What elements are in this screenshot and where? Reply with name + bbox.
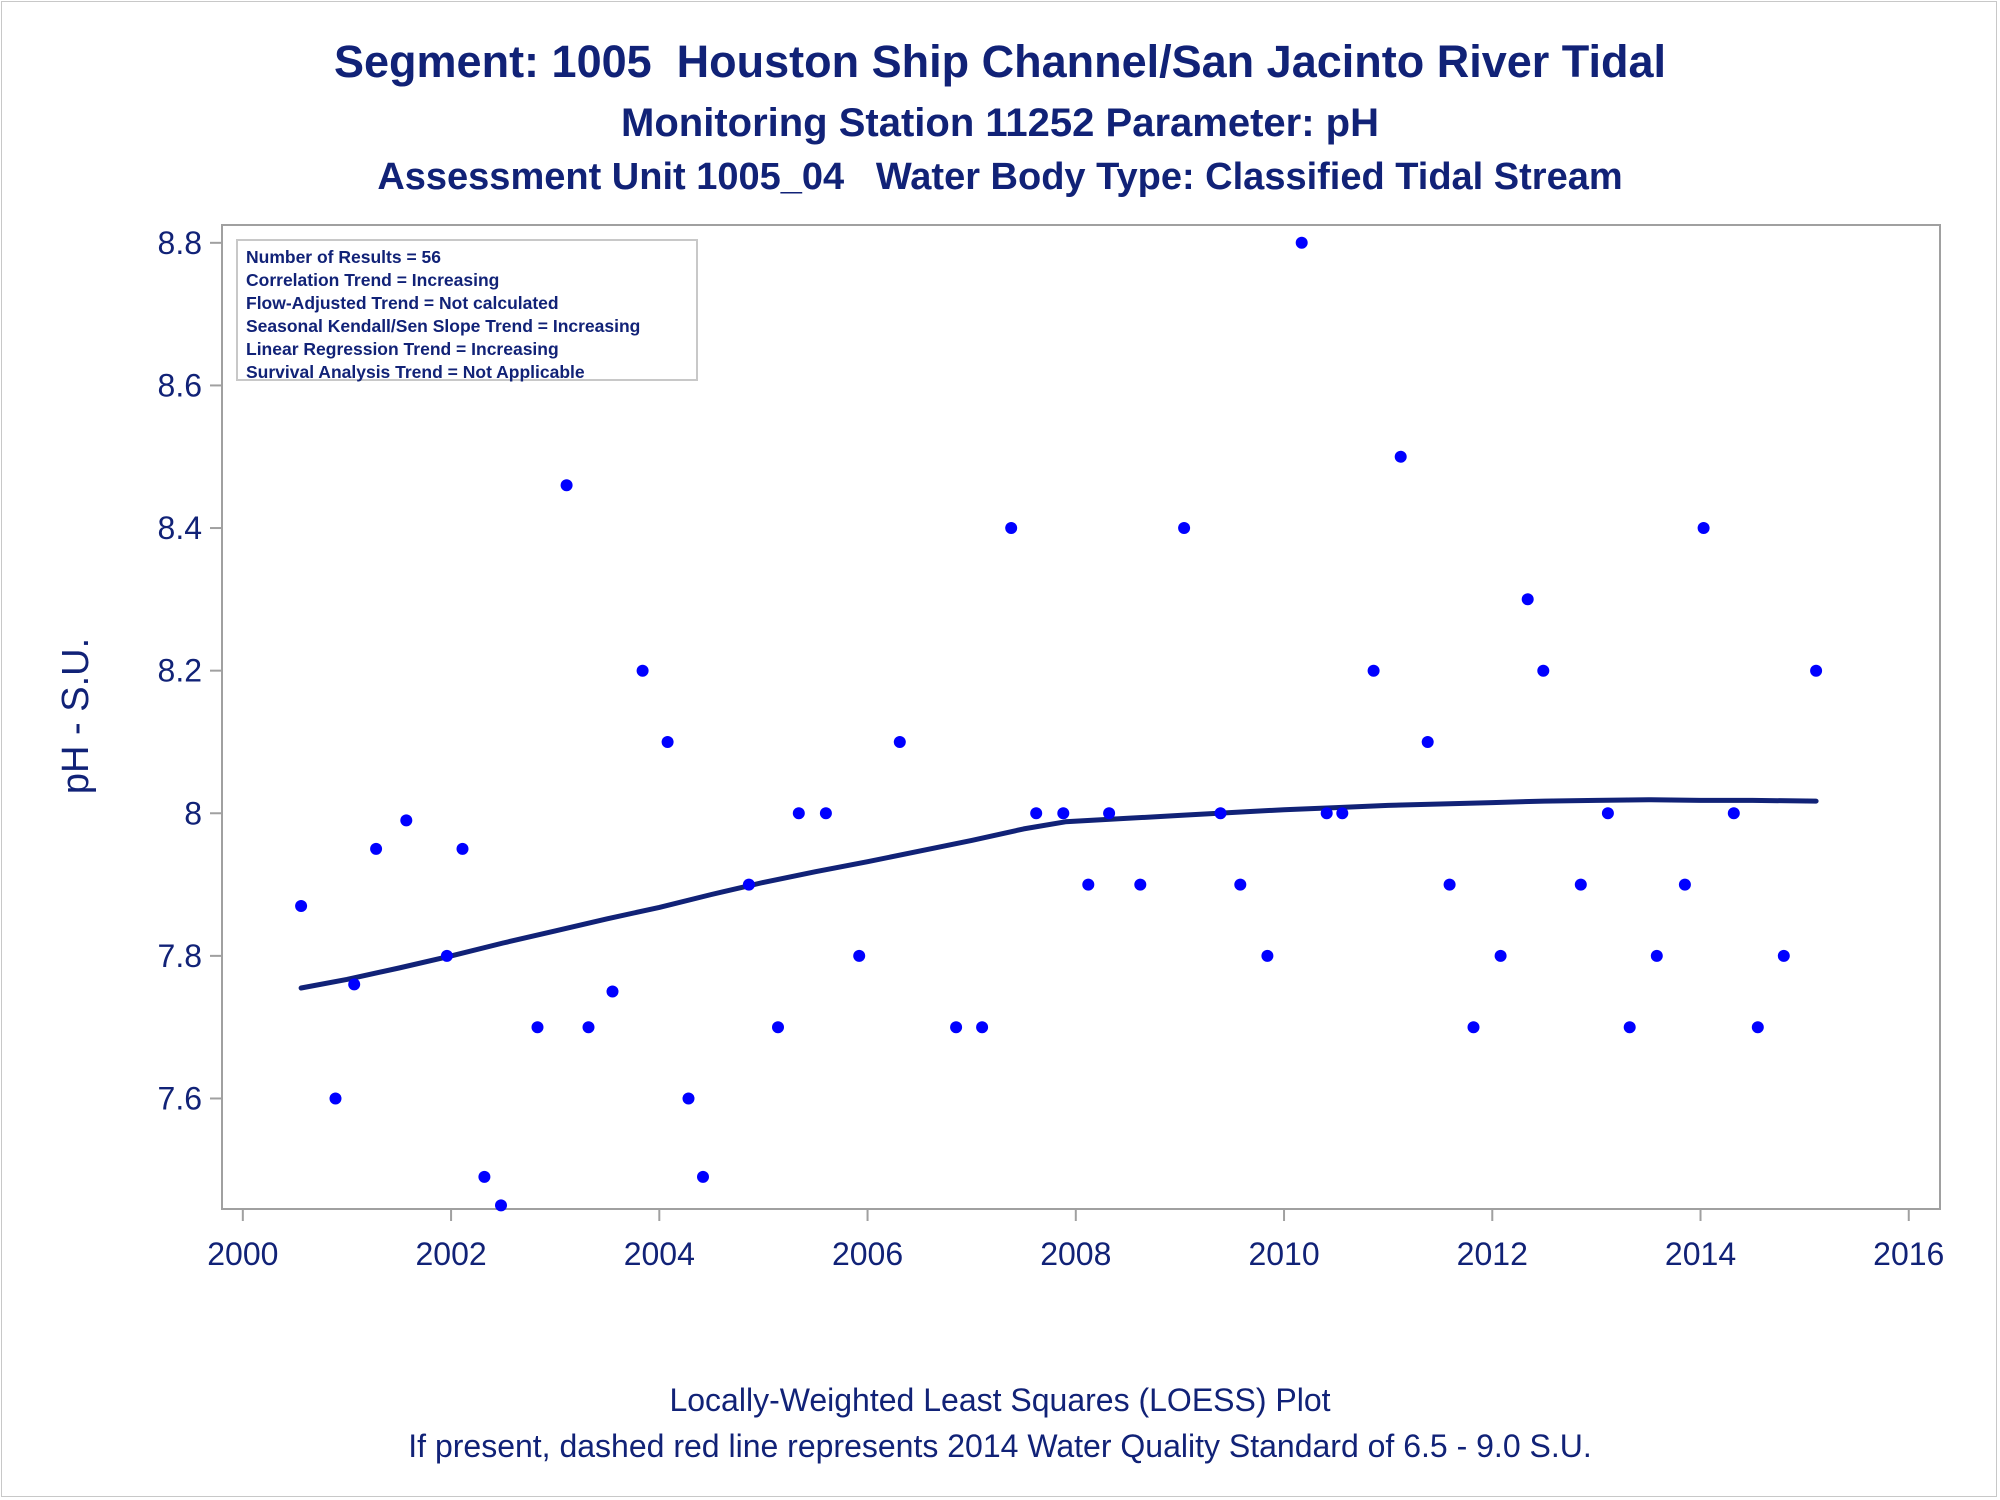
data-point	[1467, 1021, 1480, 1034]
data-point	[976, 1021, 989, 1034]
data-point	[400, 814, 413, 827]
data-point	[1623, 1021, 1636, 1034]
data-point	[606, 985, 619, 998]
data-point	[682, 1092, 695, 1105]
y-tick-label: 8.8	[158, 225, 202, 261]
data-point	[742, 878, 755, 891]
legend-seasonal-kendall-trend: Seasonal Kendall/Sen Slope Trend = Incre…	[246, 316, 641, 336]
data-point	[1678, 878, 1691, 891]
data-point	[1751, 1021, 1764, 1034]
data-point	[1082, 878, 1095, 891]
y-axis: 7.6 7.8 8 8.2 8.4 8.6 8.8	[158, 225, 222, 1116]
data-point	[853, 949, 866, 962]
y-tick-label: 8.4	[158, 510, 202, 546]
data-point	[1057, 807, 1070, 820]
data-point	[440, 949, 453, 962]
chart-title: Segment: 1005 Houston Ship Channel/San J…	[334, 36, 1666, 87]
data-point	[1295, 236, 1308, 249]
y-tick-label: 7.8	[158, 938, 202, 974]
data-point	[582, 1021, 595, 1034]
data-point	[1697, 522, 1710, 534]
x-tick-label: 2002	[415, 1236, 486, 1272]
data-point	[456, 842, 469, 855]
data-point	[772, 1021, 784, 1034]
x-tick-label: 2004	[624, 1236, 695, 1272]
footnote-loess: Locally-Weighted Least Squares (LOESS) P…	[669, 1382, 1331, 1418]
data-point	[1134, 878, 1147, 891]
data-point	[329, 1092, 342, 1105]
x-axis: 2000 2002 2004 2006 2008 2010 2012 2014 2016	[207, 1209, 1944, 1272]
data-point	[1178, 522, 1191, 534]
data-point	[1030, 807, 1043, 820]
data-point	[560, 479, 573, 492]
chart-subtitle-station: Monitoring Station 11252 Parameter: pH	[621, 101, 1379, 145]
data-point	[1103, 807, 1116, 820]
legend-survival-analysis-trend: Survival Analysis Trend = Not Applicable	[246, 362, 585, 382]
trend-legend: Number of Results = 56 Correlation Trend…	[236, 239, 698, 382]
x-tick-label: 2012	[1457, 1236, 1528, 1272]
data-point	[1367, 664, 1380, 677]
legend-correlation-trend: Correlation Trend = Increasing	[246, 270, 500, 290]
data-point	[531, 1021, 544, 1034]
data-point	[295, 900, 308, 912]
y-tick-label: 7.6	[158, 1080, 202, 1116]
data-point	[1537, 664, 1550, 677]
data-point	[1574, 878, 1587, 891]
x-tick-label: 2006	[832, 1236, 903, 1272]
data-point	[1494, 949, 1507, 962]
data-point	[819, 807, 832, 820]
legend-flow-adjusted-trend: Flow-Adjusted Trend = Not calculated	[246, 293, 559, 313]
y-tick-label: 8.2	[158, 653, 202, 689]
data-point	[1521, 593, 1534, 606]
loess-line	[298, 797, 1819, 991]
x-tick-label: 2008	[1040, 1236, 1111, 1272]
data-point	[1727, 807, 1740, 820]
data-point	[348, 978, 361, 991]
legend-number-of-results: Number of Results = 56	[246, 247, 441, 267]
y-tick-label: 8	[184, 795, 202, 831]
x-tick-label: 2016	[1873, 1236, 1944, 1272]
data-point	[1443, 878, 1456, 891]
data-point	[1005, 522, 1018, 534]
plot-area	[221, 224, 1941, 1210]
data-point	[893, 736, 906, 748]
data-point	[1394, 450, 1407, 463]
data-point	[1601, 807, 1614, 820]
data-point	[1336, 807, 1349, 820]
loess-series	[298, 797, 1819, 991]
x-tick-label: 2010	[1248, 1236, 1319, 1272]
data-point	[478, 1170, 491, 1183]
data-point	[636, 664, 649, 677]
y-tick-label: 8.6	[158, 367, 202, 403]
legend-linear-regression-trend: Linear Regression Trend = Increasing	[246, 339, 559, 359]
x-tick-label: 2000	[207, 1236, 278, 1272]
data-point	[1261, 949, 1274, 962]
data-point	[1777, 949, 1790, 962]
data-point	[495, 1199, 507, 1212]
data-point	[370, 842, 383, 855]
x-tick-label: 2014	[1665, 1236, 1736, 1272]
data-point	[1650, 949, 1663, 962]
data-points	[295, 236, 1823, 1212]
data-point	[1810, 664, 1823, 677]
data-point	[1320, 807, 1333, 820]
data-point	[697, 1170, 709, 1183]
data-point	[792, 807, 805, 820]
data-point	[1214, 807, 1227, 820]
data-point	[1421, 736, 1434, 748]
chart-subtitle-assessment: Assessment Unit 1005_04 Water Body Type:…	[377, 156, 1623, 198]
data-point	[1234, 878, 1247, 891]
data-point	[661, 736, 674, 748]
footnote-standard: If present, dashed red line represents 2…	[408, 1428, 1592, 1464]
data-point	[950, 1021, 963, 1034]
